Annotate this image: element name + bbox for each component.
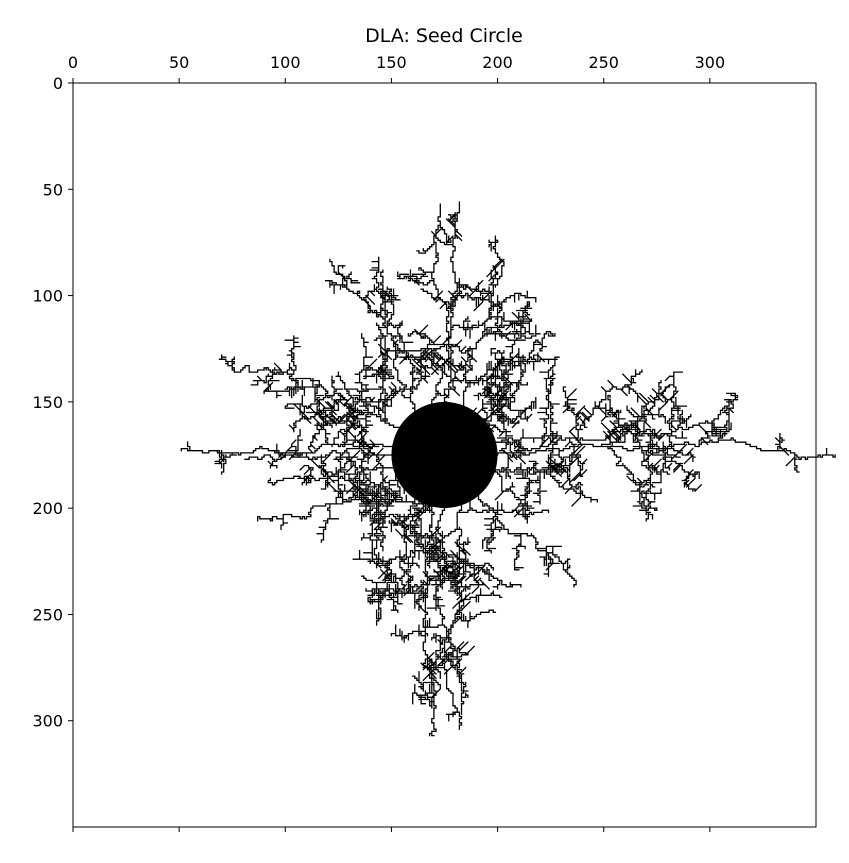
plot-frame	[72, 82, 817, 828]
y-tick-label: 100	[32, 287, 63, 306]
y-tick-label: 250	[32, 605, 63, 624]
seed-layer	[391, 401, 498, 509]
chart-title: DLA: Seed Circle	[365, 25, 523, 47]
x-tick-label: 100	[270, 53, 301, 72]
y-tick-label: 50	[43, 180, 63, 199]
x-tick-label: 200	[482, 53, 513, 72]
x-tick-label: 50	[169, 53, 189, 72]
x-tick-label: 0	[68, 53, 78, 72]
y-tick-label: 200	[32, 499, 63, 518]
x-tick-label: 150	[376, 53, 407, 72]
y-tick-label: 300	[32, 712, 63, 731]
seed-circle	[391, 401, 498, 509]
x-axis-ticks: 0 50 100 150 200 250 300	[68, 53, 725, 832]
x-tick-label: 250	[588, 53, 619, 72]
x-tick-label: 300	[695, 53, 726, 72]
y-tick-label: 0	[53, 74, 63, 93]
y-axis-ticks: 0 50 100 150 200 250 300	[32, 74, 73, 731]
y-tick-label: 150	[32, 393, 63, 412]
